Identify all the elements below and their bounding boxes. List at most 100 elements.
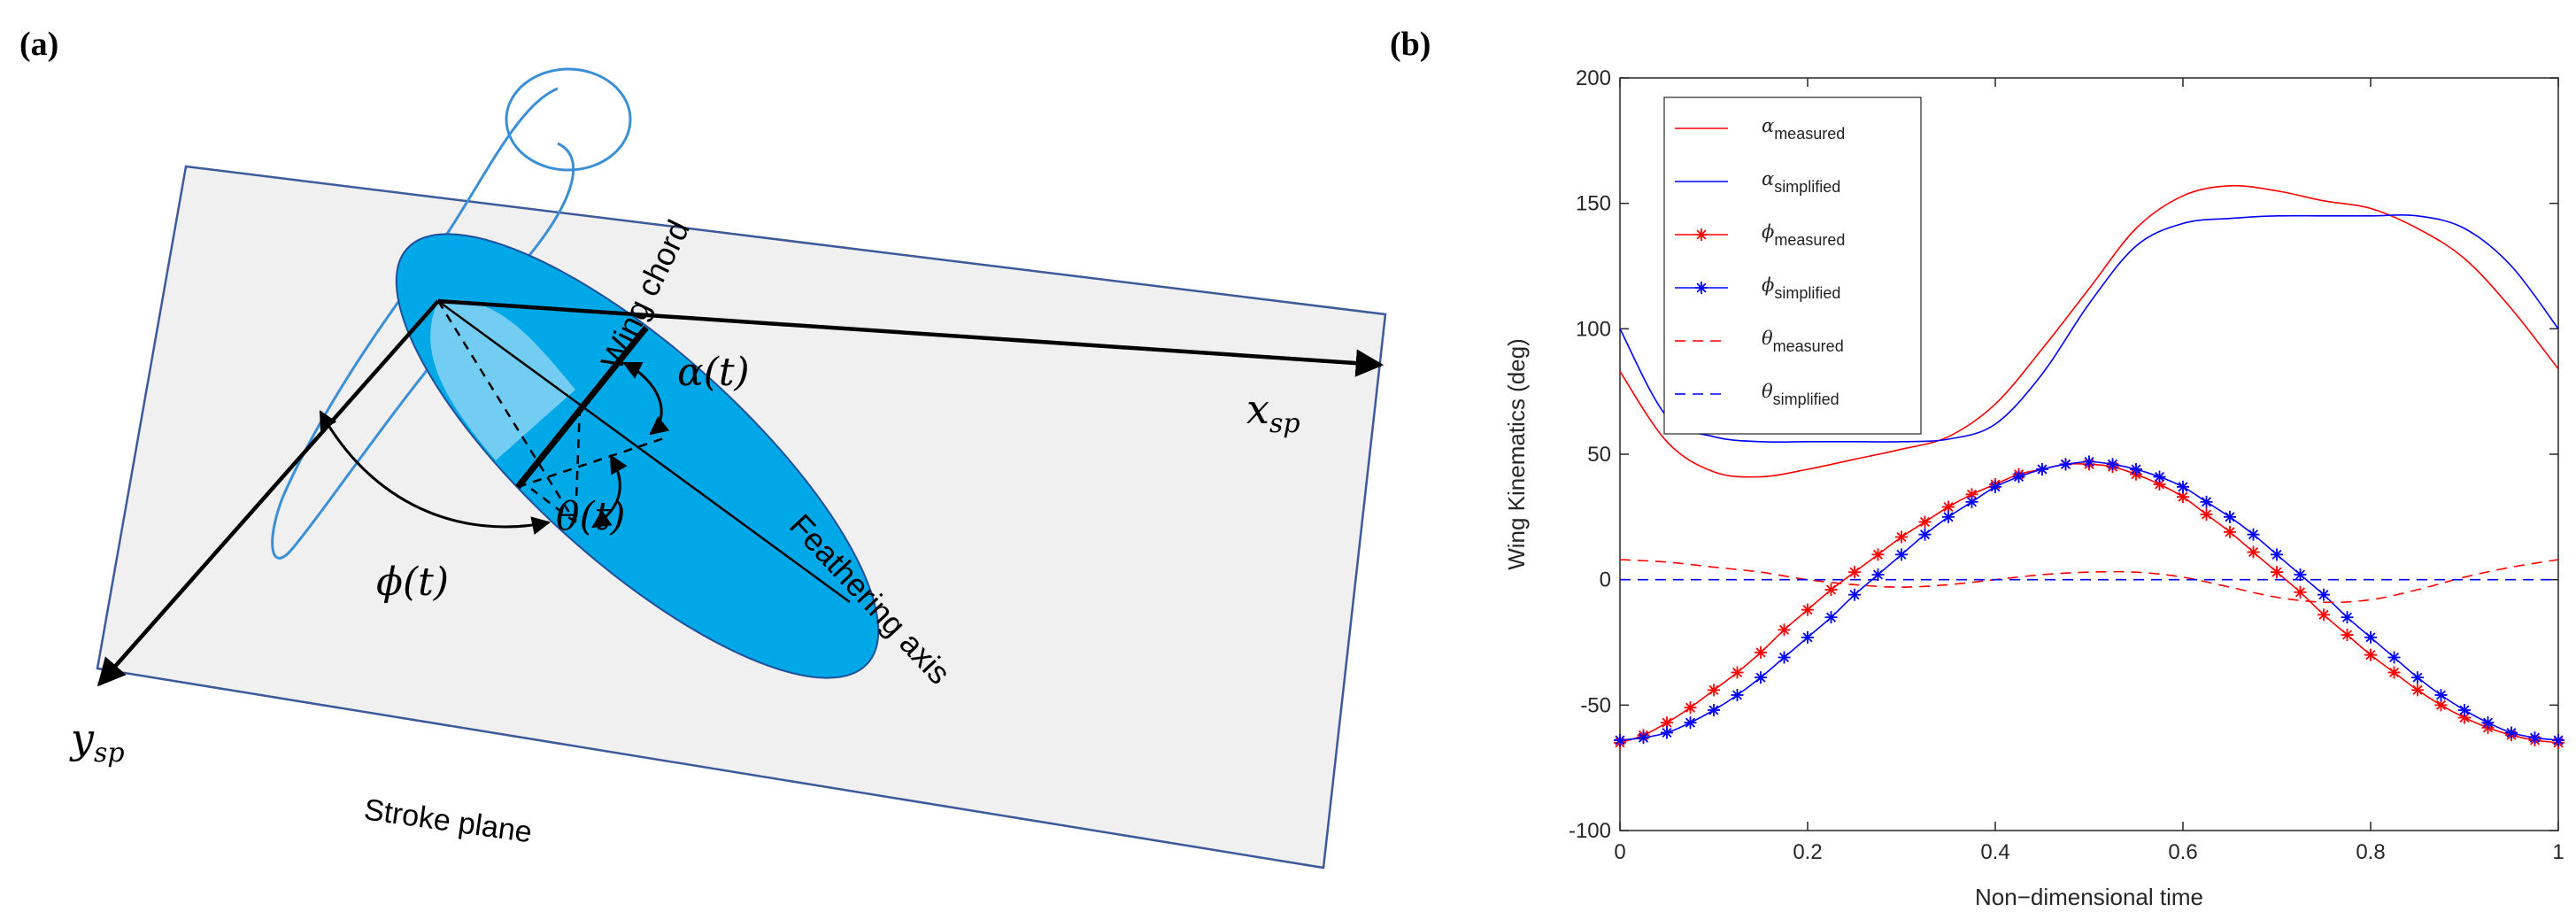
star-marker [1684, 701, 1697, 715]
x-sp-label: xsp [1246, 385, 1300, 439]
x-tick-label: 0.2 [1793, 840, 1822, 864]
legend-entry: θmeasured [1675, 328, 1844, 355]
star-marker [1695, 228, 1708, 241]
star-marker [1848, 588, 1861, 601]
star-marker [2224, 525, 2236, 538]
series-α-simplified [1619, 213, 2559, 444]
legend-label: αsimplified [1762, 168, 1840, 196]
star-marker [2271, 566, 2283, 579]
x-axis-label: Non−dimensional time [1975, 884, 2203, 910]
y-tick-label: -50 [1580, 693, 1611, 717]
star-marker [1848, 566, 1861, 579]
panel-a-label: (a) [19, 26, 58, 63]
legend-entry: ϕmeasured [1675, 221, 1845, 249]
star-marker [2294, 585, 2307, 599]
star-marker [1824, 611, 1838, 624]
y-tick-label: 150 [1576, 192, 1611, 216]
star-marker [1661, 716, 1673, 730]
feathering-axis-line [437, 299, 851, 604]
star-marker [2247, 528, 2260, 541]
y-tick-label: -100 [1569, 819, 1611, 843]
star-marker [2036, 463, 2048, 475]
star-marker [1871, 548, 1885, 561]
y-axis-label: Wing Kinematics (deg) [1503, 338, 1530, 570]
star-marker [2318, 608, 2330, 622]
star-marker [2505, 726, 2518, 739]
star-marker [2153, 470, 2166, 483]
chart-b: 0 0.2 0.4 0.6 0.8 1 -100 -50 0 50 100 150 200 Non−di… [1503, 66, 2564, 910]
star-marker [2247, 545, 2260, 559]
phi-label: ϕ(t) [376, 560, 449, 605]
alpha-label: α(t) [677, 350, 750, 395]
star-marker [1918, 515, 1932, 529]
series-line [1619, 213, 2559, 444]
star-marker [1614, 734, 1626, 746]
star-marker [2364, 648, 2377, 661]
star-marker [1871, 568, 1885, 581]
star-marker [1637, 731, 1650, 745]
star-marker [2224, 510, 2236, 523]
legend-label: αmeasured [1762, 115, 1845, 143]
legend-label: ϕsimplified [1762, 274, 1840, 302]
star-marker [1661, 726, 1673, 739]
star-marker [1824, 584, 1838, 596]
star-marker [2059, 458, 2072, 471]
star-marker [2552, 734, 2564, 746]
x-tick-label: 1 [2552, 840, 2564, 864]
legend-box [1663, 97, 1922, 435]
star-marker [2083, 455, 2095, 468]
star-marker [1731, 689, 1744, 701]
star-marker [1684, 716, 1697, 730]
star-marker [1801, 603, 1814, 616]
theta-label: θ(t) [556, 494, 626, 539]
star-marker [1778, 623, 1791, 637]
theta-angle-arc [591, 454, 628, 529]
wingtip-path-small-loop [505, 67, 632, 172]
x-tick-label: 0.6 [2168, 840, 2197, 864]
y-tick-label: 50 [1587, 443, 1611, 467]
y-sp-axis-arrow [96, 299, 440, 687]
star-marker [2458, 704, 2471, 716]
star-marker [1918, 528, 1932, 541]
legend-label: ϕmeasured [1762, 221, 1845, 249]
legend-label: θmeasured [1762, 328, 1844, 355]
legend-entry: αmeasured [1675, 115, 1845, 143]
x-tick-label: 0.8 [2356, 840, 2385, 864]
star-marker [1965, 495, 1978, 508]
star-marker [2434, 689, 2448, 701]
star-marker [2387, 651, 2401, 664]
star-marker [1895, 548, 1908, 561]
y-tick-label: 0 [1600, 568, 1611, 592]
star-marker [2271, 548, 2283, 561]
star-marker [1708, 704, 1720, 716]
alpha-angle-arc [622, 361, 670, 436]
star-marker [2200, 508, 2213, 521]
y-tick-label: 100 [1576, 317, 1611, 341]
star-marker [2318, 588, 2330, 601]
y-tick-label: 200 [1576, 66, 1611, 90]
star-marker [1989, 480, 2001, 493]
legend-entry: ϕsimplified [1675, 274, 1840, 302]
series-ϕ-simplified [1614, 455, 2564, 746]
star-marker [2130, 463, 2142, 475]
star-marker [2364, 630, 2377, 644]
y-sp-label: ysp [69, 715, 125, 769]
star-marker [1695, 282, 1708, 294]
star-marker [2411, 671, 2424, 684]
series-α-measured [1619, 184, 2559, 478]
star-marker [2341, 629, 2354, 641]
star-marker [1755, 671, 1767, 684]
legend-entry: θsimplified [1675, 381, 1839, 408]
star-marker [1708, 684, 1720, 697]
legend-entry: αsimplified [1675, 168, 1840, 196]
star-marker [2200, 495, 2213, 508]
star-marker [2528, 731, 2541, 745]
star-marker [1755, 645, 1767, 659]
star-marker [1778, 651, 1791, 664]
star-marker [2411, 684, 2424, 697]
phi-angle-arc [319, 410, 551, 535]
series-line [1619, 184, 2559, 478]
panel-b-label: (b) [1390, 26, 1431, 63]
star-marker [1965, 488, 1978, 501]
